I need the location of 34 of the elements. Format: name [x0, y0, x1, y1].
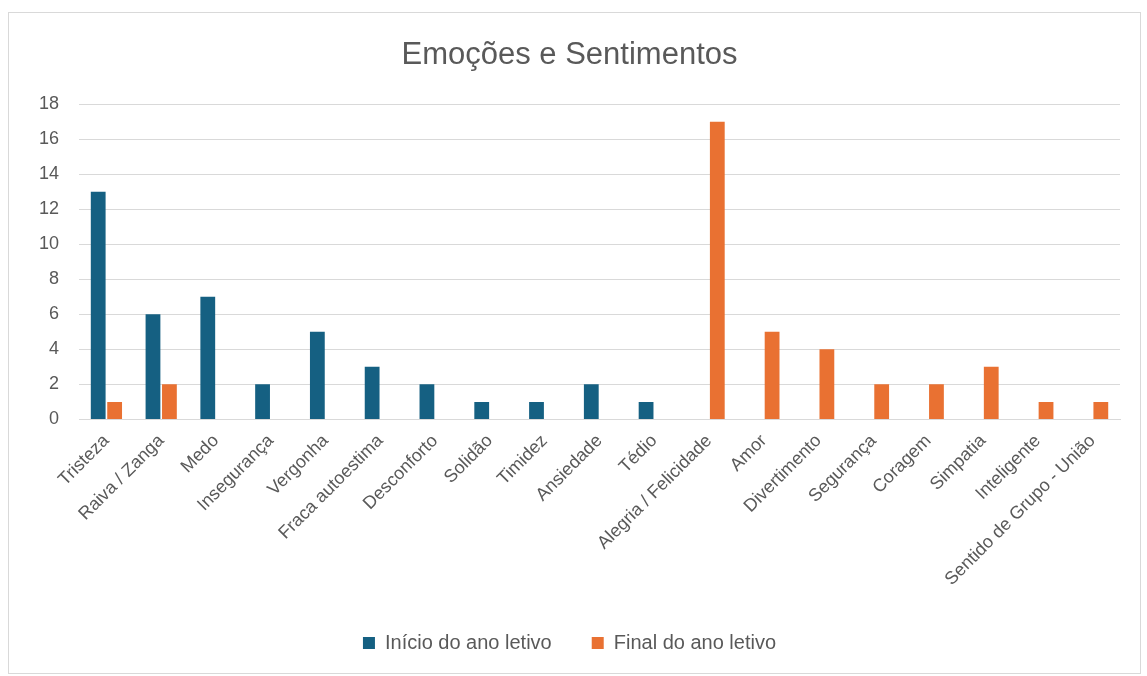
- bar: [255, 384, 270, 419]
- chart-title: Emoções e Sentimentos: [401, 36, 738, 72]
- legend-label: Início do ano letivo: [384, 630, 552, 653]
- y-tick-label: 10: [38, 233, 60, 254]
- bar: [419, 384, 435, 419]
- bar: [764, 331, 780, 419]
- y-tick-label: 0: [49, 408, 60, 429]
- y-tick-label: 4: [49, 338, 60, 359]
- bar: [638, 401, 654, 419]
- bar: [583, 384, 599, 419]
- bar: [162, 384, 177, 419]
- y-tick-label: 18: [38, 93, 60, 114]
- bar: [709, 121, 725, 419]
- bar: [90, 191, 106, 419]
- bar: [474, 401, 490, 419]
- bar: [929, 384, 944, 419]
- bar: [200, 296, 216, 419]
- y-tick-label: 16: [38, 128, 60, 149]
- y-tick-label: 14: [38, 163, 60, 184]
- bar: [309, 331, 325, 419]
- bar: [107, 401, 123, 419]
- y-tick-label: 6: [49, 303, 60, 324]
- bar: [145, 314, 161, 419]
- bar: [1038, 401, 1054, 419]
- bar: [874, 384, 890, 419]
- bar: [819, 349, 835, 419]
- bar: [1093, 401, 1109, 419]
- y-tick-label: 8: [49, 268, 60, 289]
- bar: [364, 366, 380, 419]
- y-tick-label: 12: [38, 198, 60, 219]
- y-tick-label: 2: [49, 373, 60, 394]
- legend-label: Final do ano letivo: [613, 630, 777, 653]
- bar: [529, 401, 544, 419]
- bar: [983, 366, 999, 419]
